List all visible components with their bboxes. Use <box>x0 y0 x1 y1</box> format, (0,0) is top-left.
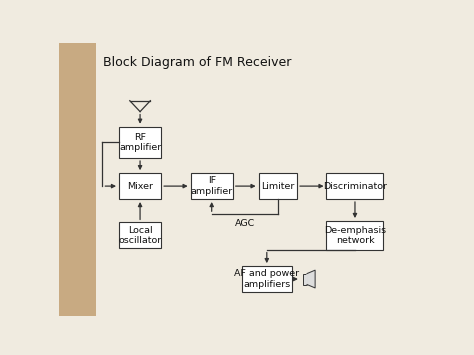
Text: Block Diagram of FM Receiver: Block Diagram of FM Receiver <box>103 56 292 69</box>
Polygon shape <box>307 270 315 288</box>
Text: De-emphasis
network: De-emphasis network <box>324 226 386 245</box>
Text: AF and power
amplifiers: AF and power amplifiers <box>234 269 300 289</box>
Bar <box>191 173 233 199</box>
Text: AGC: AGC <box>235 219 255 228</box>
Text: Local
oscillator: Local oscillator <box>118 226 162 245</box>
Text: RF
amplifier: RF amplifier <box>119 133 161 152</box>
Bar <box>119 173 161 199</box>
Bar <box>302 274 307 284</box>
Bar <box>327 221 383 250</box>
Text: IF
amplifier: IF amplifier <box>191 176 233 196</box>
Text: Discriminator: Discriminator <box>323 182 387 191</box>
Bar <box>242 266 292 292</box>
Bar <box>119 222 161 248</box>
Bar <box>327 173 383 199</box>
Bar <box>119 127 161 158</box>
Text: Mixer: Mixer <box>127 182 153 191</box>
Bar <box>258 173 297 199</box>
Bar <box>59 43 96 316</box>
Text: Limiter: Limiter <box>261 182 294 191</box>
